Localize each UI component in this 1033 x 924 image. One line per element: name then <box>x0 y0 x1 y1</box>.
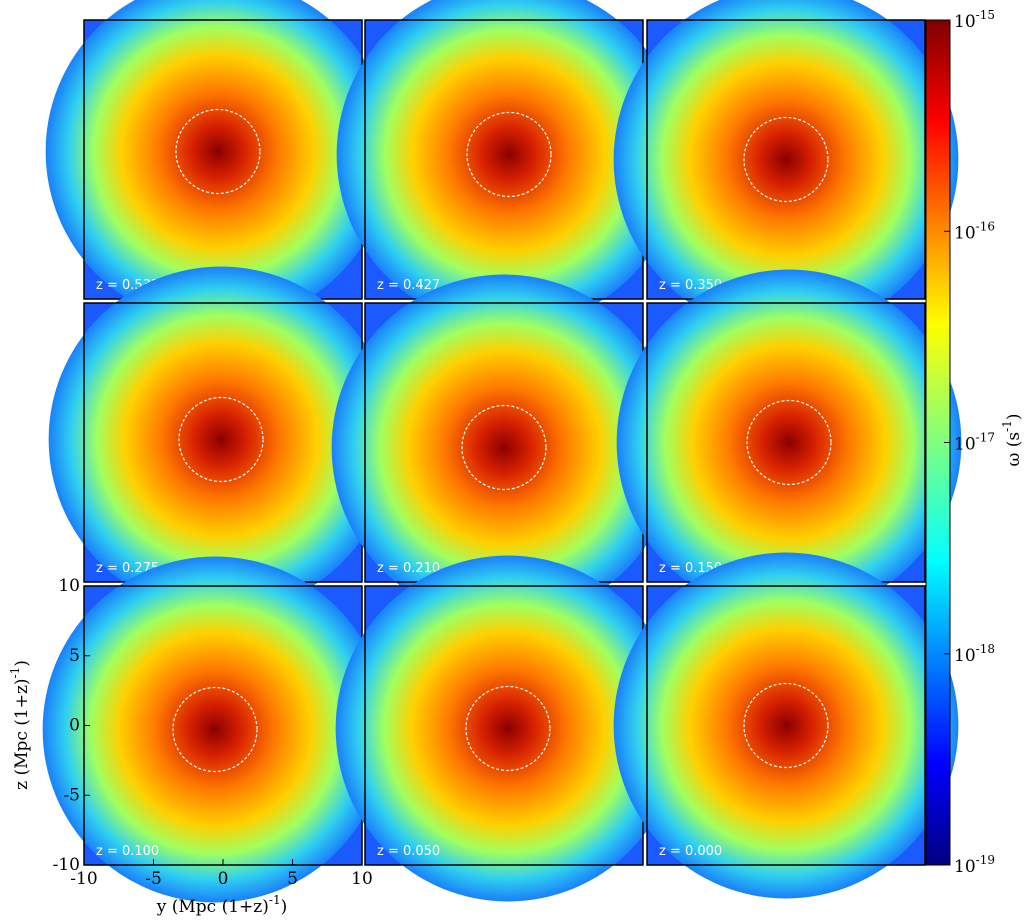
x-tick-label: 5 <box>287 869 298 889</box>
y-tick-label: 0 <box>69 715 80 735</box>
x-tick-label: 10 <box>351 869 373 889</box>
y-tick-label: -10 <box>53 855 80 875</box>
redshift-label: z = 0.050 <box>377 844 440 859</box>
x-axis-label: y (Mpc (1+z)-1) <box>156 893 287 917</box>
y-tick-label: -5 <box>63 785 80 805</box>
colorbar-label: ω (s-1) <box>1000 414 1024 467</box>
redshift-label: z = 0.210 <box>377 561 440 576</box>
colorbar-tick-label: 10-18 <box>954 641 995 665</box>
redshift-label: z = 0.427 <box>377 278 440 293</box>
colorbar-tick-label: 10-15 <box>954 8 995 32</box>
x-tick-label: -5 <box>145 869 162 889</box>
redshift-label: z = 0.000 <box>659 844 722 859</box>
colorbar-tick-label: 10-19 <box>954 853 995 877</box>
y-tick-label: 10 <box>58 576 80 596</box>
figure: z = 0.535z = 0.427z = 0.350z = 0.275z = … <box>0 0 1033 924</box>
colorbar-tick-label: 10-17 <box>954 430 995 454</box>
y-axis-label: z (Mpc (1+z)-1) <box>8 660 32 790</box>
redshift-label: z = 0.100 <box>96 844 159 859</box>
y-tick-label: 5 <box>69 645 80 665</box>
x-tick-label: 0 <box>218 869 229 889</box>
colorbar-tick-label: 10-16 <box>954 219 995 243</box>
